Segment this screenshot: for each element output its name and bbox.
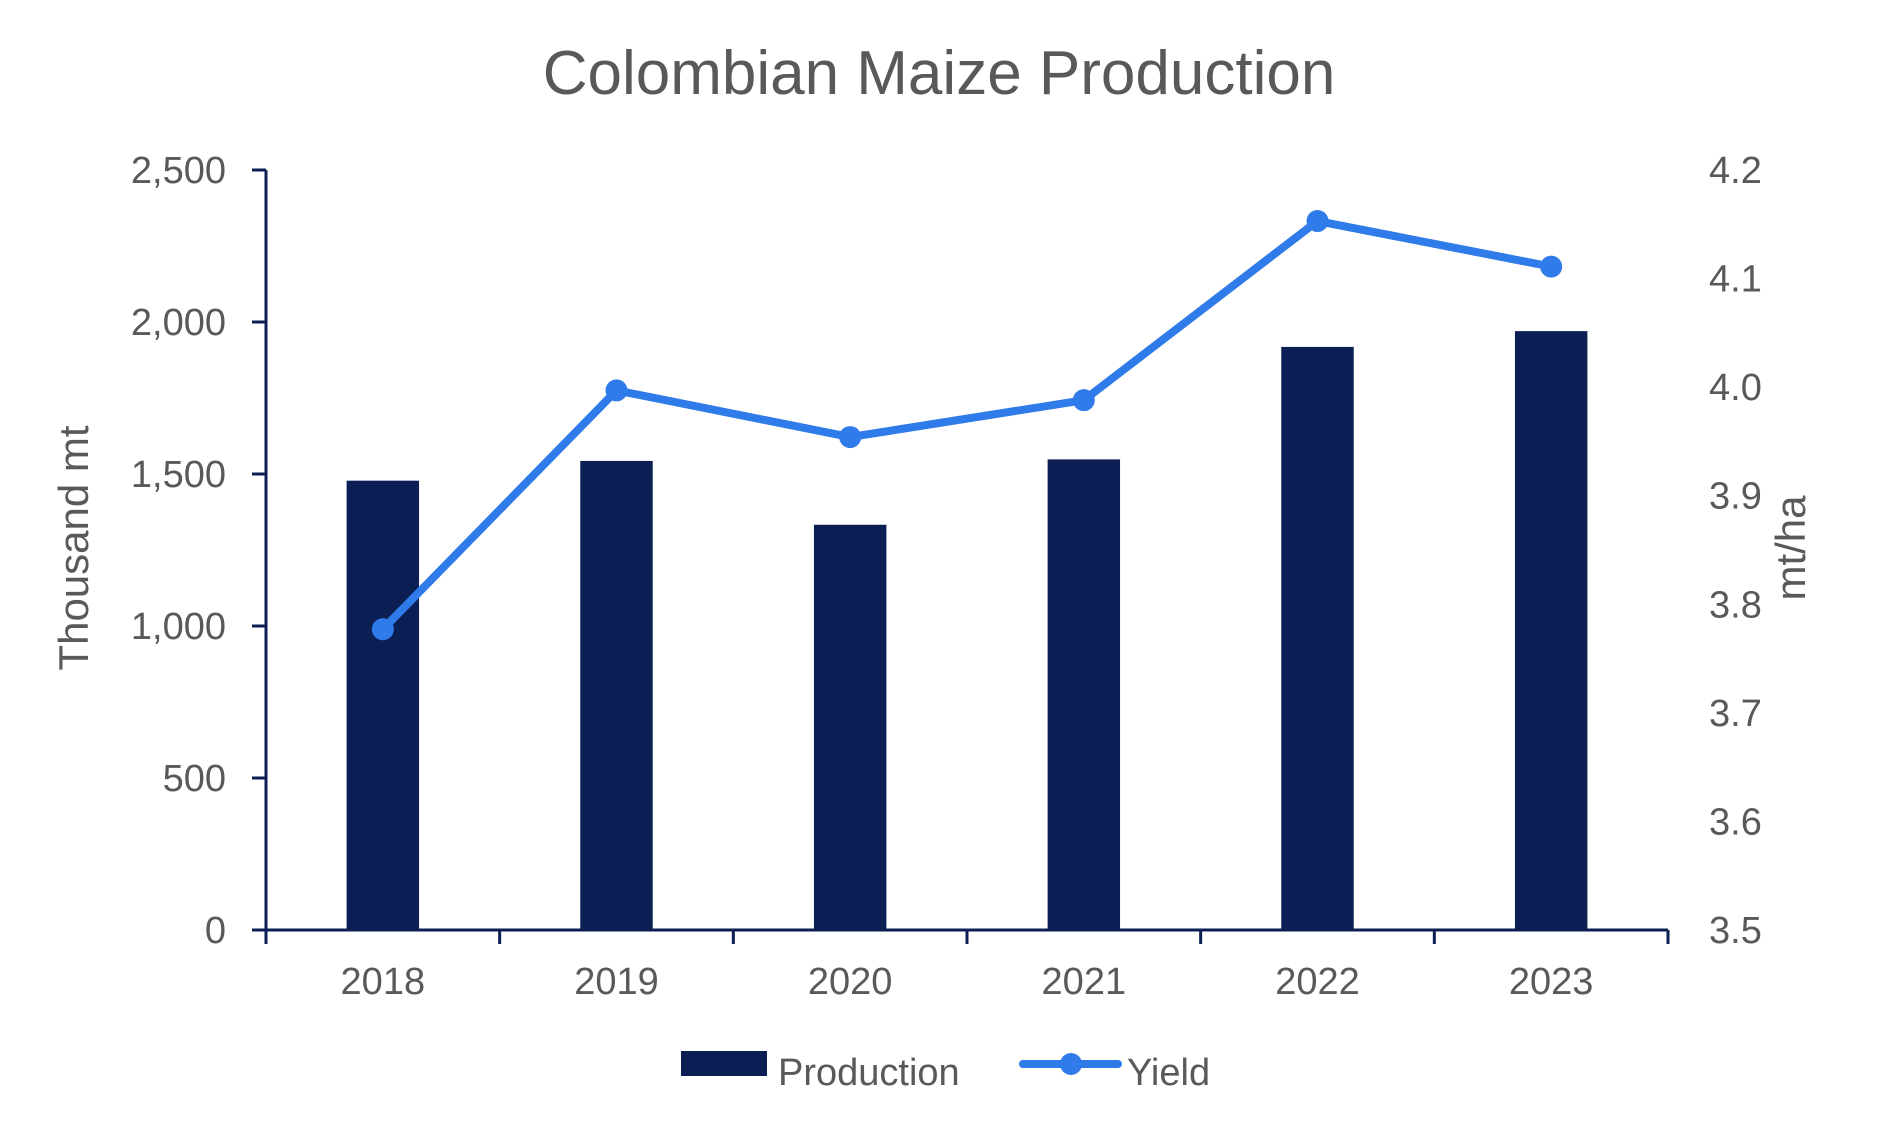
yield-point (605, 379, 628, 402)
production-bar (1514, 331, 1588, 930)
chart-title: Colombian Maize Production (543, 39, 1336, 108)
left-axis-tick-label: 1,500 (131, 454, 226, 496)
legend-production-label: Production (778, 1052, 960, 1094)
x-axis-tick-label: 2022 (1275, 961, 1360, 1003)
right-axis-tick-label: 3.5 (1709, 910, 1762, 952)
right-axis-tick-label: 3.9 (1709, 476, 1762, 518)
left-axis-tick-label: 2,000 (131, 302, 226, 344)
production-bar (1047, 459, 1121, 930)
left-axis-tick-label: 500 (163, 758, 226, 800)
legend-production-swatch (681, 1051, 767, 1076)
production-bar (1281, 346, 1354, 931)
production-bar (580, 460, 653, 930)
legend-yield-label: Yield (1127, 1052, 1210, 1094)
x-axis-tick-label: 2018 (341, 961, 426, 1003)
x-axis-tick-label: 2023 (1509, 961, 1594, 1003)
x-axis-tick-label: 2021 (1042, 961, 1127, 1003)
plot-group: 0 500 1,000 1,500 2,000 2,500 3.5 3.6 3.7 3.8 3.9 4… (131, 150, 1762, 1003)
right-axis-tick-label: 4.2 (1709, 150, 1762, 192)
right-axis-tick-label: 4.0 (1709, 367, 1762, 409)
yield-point (1540, 255, 1563, 278)
legend-yield-marker (1060, 1053, 1082, 1075)
x-axis-tick-label: 2019 (574, 961, 659, 1003)
yield-point (371, 618, 394, 641)
left-axis-title: Thousand mt (50, 425, 97, 670)
left-axis-tick-label: 2,500 (131, 150, 226, 192)
yield-point (1306, 210, 1329, 233)
legend-group: Production Yield (681, 1051, 1210, 1094)
yield-line (378, 217, 1556, 634)
right-axis-tick-label: 3.7 (1709, 693, 1762, 735)
x-axis-tick-label: 2020 (808, 961, 893, 1003)
yield-point (839, 426, 862, 449)
right-axis-tick-label: 3.8 (1709, 584, 1762, 626)
yield-point (1072, 389, 1095, 412)
production-bar (813, 524, 887, 930)
production-bar (346, 480, 420, 930)
right-axis-title: mt/ha (1767, 495, 1814, 601)
right-axis-tick-label: 4.1 (1709, 259, 1762, 301)
left-axis-tick-label: 0 (205, 910, 226, 952)
right-axis-tick-label: 3.6 (1709, 801, 1762, 843)
left-axis-tick-label: 1,000 (131, 606, 226, 648)
